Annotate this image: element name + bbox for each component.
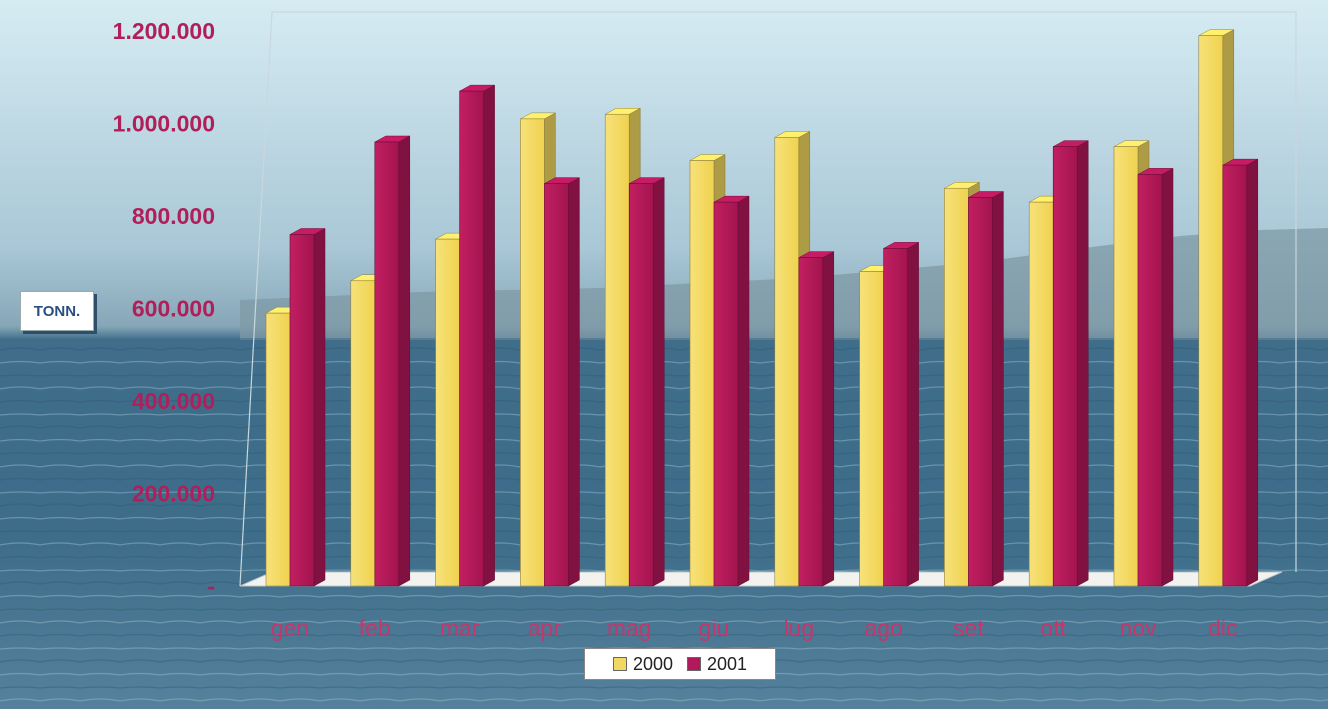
bar-front xyxy=(713,201,739,587)
y-tick-label: 1.000.000 xyxy=(113,111,215,137)
y-tick-label: 800.000 xyxy=(132,203,215,229)
chart-floor xyxy=(239,571,1283,587)
bar-2001-lug xyxy=(798,251,835,587)
bar-front xyxy=(459,90,484,587)
x-tick-label: mar xyxy=(440,615,480,641)
x-axis: gen feb mar apr mag giu lug ago set ott nov dic xyxy=(271,615,1238,641)
legend-label-2000: 2000 xyxy=(632,653,673,674)
legend-swatch-2001 xyxy=(687,657,701,671)
bar-2001-feb xyxy=(374,135,411,587)
x-tick-label: ott xyxy=(1040,615,1066,641)
bar-2001-apr xyxy=(544,177,580,587)
x-tick-label: lug xyxy=(783,615,814,641)
bar-2001-gen xyxy=(289,228,326,587)
bar-front xyxy=(435,238,460,587)
legend-label-2001: 2001 xyxy=(707,653,748,674)
x-tick-label: apr xyxy=(528,615,562,641)
bar-front xyxy=(1028,201,1054,587)
bar-side xyxy=(568,177,580,587)
bar-front xyxy=(544,183,569,587)
wave-line xyxy=(0,594,1328,598)
bar-2001-nov xyxy=(1137,167,1174,587)
bar-side xyxy=(1076,140,1089,587)
x-tick-label: giu xyxy=(699,615,730,641)
bar-front xyxy=(689,160,715,587)
x-tick-label: mag xyxy=(607,615,652,641)
bar-front xyxy=(1137,174,1163,587)
bar-front xyxy=(604,113,630,587)
bar-front xyxy=(628,183,654,587)
y-tick-label: - xyxy=(207,573,215,599)
bar-side xyxy=(313,228,326,587)
bar-front xyxy=(1198,35,1224,587)
bar-side xyxy=(652,177,665,587)
legend: 2000 2001 xyxy=(584,648,776,680)
bar-front xyxy=(968,197,993,587)
bar-side xyxy=(907,241,919,587)
wave-line xyxy=(0,686,1328,689)
y-axis-unit-text: TONN. xyxy=(33,302,81,320)
bar-front xyxy=(1052,146,1078,587)
bar-2001-giu xyxy=(713,195,750,587)
bar-front xyxy=(1222,164,1248,587)
bar-side xyxy=(483,84,495,587)
wave-line xyxy=(0,608,1328,611)
x-tick-label: gen xyxy=(271,615,309,641)
bar-front xyxy=(374,141,400,587)
bar-front xyxy=(1113,146,1139,587)
wave-line xyxy=(0,633,1328,637)
bar-front xyxy=(883,248,908,587)
wave-line xyxy=(0,698,1328,702)
bar-2001-set xyxy=(968,191,1004,587)
chart-back-wall xyxy=(239,11,1297,587)
bar-front xyxy=(774,137,800,587)
bar-side xyxy=(737,195,750,587)
bar-front xyxy=(289,234,315,587)
legend-item-2000: 2000 xyxy=(612,653,673,675)
bar-front xyxy=(265,312,291,587)
bars xyxy=(265,29,1259,587)
wave-line xyxy=(0,620,1328,624)
x-tick-label: set xyxy=(953,615,984,641)
legend-item-2001: 2001 xyxy=(687,654,747,675)
bar-2001-ott xyxy=(1052,140,1089,587)
bar-2001-mar xyxy=(459,84,495,587)
bar-side xyxy=(992,191,1004,587)
x-tick-label: dic xyxy=(1208,615,1237,641)
y-axis-unit-label: TONN. xyxy=(20,291,94,331)
bar-side xyxy=(822,251,835,587)
x-tick-label: nov xyxy=(1119,615,1157,641)
y-tick-label: 400.000 xyxy=(132,388,215,414)
bar-front xyxy=(859,271,884,587)
y-axis: 1.200.000 1.000.000 800.000 600.000 400.000 2… xyxy=(113,18,215,599)
bar-front xyxy=(944,187,969,587)
y-tick-label: 600.000 xyxy=(132,296,215,322)
bar-front xyxy=(798,257,824,587)
legend-swatch-2000 xyxy=(612,657,627,671)
bar-2001-mag xyxy=(628,177,665,587)
bar-side xyxy=(398,135,411,587)
bar-side xyxy=(1161,167,1174,587)
bar-front xyxy=(520,118,545,587)
bar-front xyxy=(350,280,376,587)
bar-2001-ago xyxy=(883,241,919,587)
bar-side xyxy=(1246,158,1259,587)
y-tick-label: 1.200.000 xyxy=(113,18,215,44)
y-tick-label: 200.000 xyxy=(132,481,215,507)
x-tick-label: ago xyxy=(864,615,902,641)
bar-2001-dic xyxy=(1222,158,1259,587)
x-tick-label: feb xyxy=(359,615,391,641)
